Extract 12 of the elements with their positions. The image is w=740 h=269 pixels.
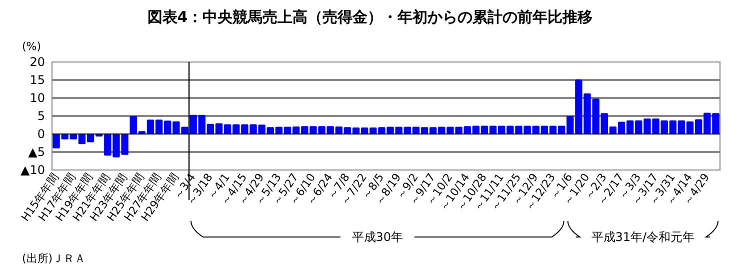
- y-tick-label: 0: [37, 127, 45, 141]
- y-tick-label: 5: [37, 109, 45, 123]
- text: (出所)ＪＲＡ: [22, 252, 86, 265]
- y-tick-label: 15: [30, 73, 45, 87]
- y-tick-label: 10: [30, 91, 45, 105]
- text: 平成31年/令和元年: [591, 230, 695, 244]
- text: 平成30年: [352, 230, 404, 244]
- y-tick-label: 20: [30, 55, 45, 69]
- chart-title: 図表4：中央競馬売上高（売得金）・年初からの累計の前年比推移: [147, 8, 593, 26]
- y-axis-title: (%): [22, 40, 42, 53]
- y-tick-label: ▲10: [20, 163, 45, 177]
- y-tick-label: ▲5: [28, 145, 45, 159]
